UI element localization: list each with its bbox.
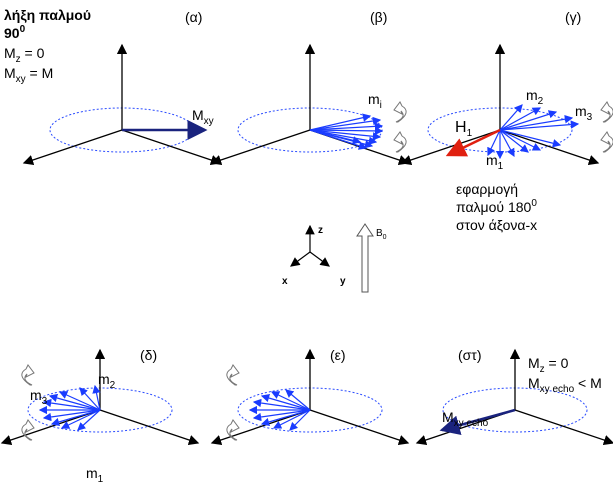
rotation bbox=[601, 132, 613, 152]
rotation bbox=[394, 102, 406, 122]
label: Mxy = M bbox=[4, 65, 53, 85]
arrow bbox=[212, 410, 310, 443]
arrow bbox=[2, 410, 100, 443]
label: H1 bbox=[455, 119, 473, 139]
label: m2 bbox=[526, 87, 544, 107]
arrow bbox=[310, 130, 360, 142]
arrow bbox=[310, 252, 329, 266]
panel-label: (α) bbox=[185, 9, 202, 25]
label: 900 bbox=[4, 24, 26, 41]
drawing bbox=[2, 45, 613, 443]
panel-label: (β) bbox=[370, 9, 387, 25]
rotation bbox=[227, 365, 239, 385]
arrow bbox=[100, 410, 198, 443]
note: παλμού 1800 bbox=[456, 198, 537, 215]
label: λήξη παλμού bbox=[4, 7, 91, 23]
panel-label: (στ) bbox=[458, 347, 482, 363]
label: Mz = 0 bbox=[528, 355, 569, 375]
label: m1 bbox=[486, 152, 504, 172]
label: m1 bbox=[86, 465, 104, 485]
label: Mxy bbox=[192, 107, 214, 127]
note: στον άξονα-x bbox=[456, 217, 537, 233]
arrow bbox=[500, 124, 578, 130]
rotation bbox=[601, 102, 613, 122]
panel-label: (γ) bbox=[565, 9, 581, 25]
arrow bbox=[500, 130, 598, 163]
note: εφαρμογή bbox=[456, 181, 518, 197]
arrow bbox=[24, 130, 122, 163]
label: Mxy echo < M bbox=[528, 375, 602, 395]
diagram: (α) (β) (γ) (δ) (ε) (στ) λήξη παλμού 900… bbox=[0, 0, 613, 493]
rotation bbox=[22, 420, 34, 440]
arrow bbox=[212, 130, 310, 163]
b0-arrow bbox=[357, 224, 373, 292]
panel-label: (ε) bbox=[330, 347, 346, 363]
label: m3 bbox=[30, 387, 48, 407]
label: Mxy echo bbox=[442, 409, 489, 429]
axis-label: z bbox=[318, 225, 323, 236]
label: m3 bbox=[575, 103, 593, 123]
arrow bbox=[122, 130, 220, 163]
rotation bbox=[394, 132, 406, 152]
panel-label: (δ) bbox=[140, 347, 157, 363]
rotation bbox=[22, 365, 34, 385]
label: Mz = 0 bbox=[4, 45, 45, 65]
arrow bbox=[291, 252, 310, 266]
arrow bbox=[310, 410, 408, 443]
arrow bbox=[515, 410, 613, 443]
axis-label: x bbox=[282, 276, 288, 287]
label: mi bbox=[368, 91, 382, 111]
axis-label: y bbox=[340, 276, 346, 287]
label: B0 bbox=[376, 228, 387, 241]
